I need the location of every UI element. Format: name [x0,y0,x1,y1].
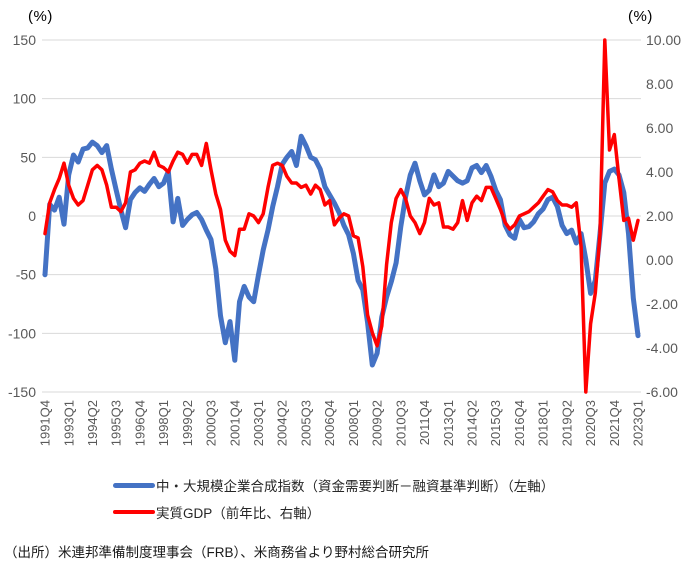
right-axis-tick-labels: 10.00 8.00 6.00 4.00 2.00 0.00 -2.00 -4.00 -6.00 [646,32,681,400]
svg-text:2008Q1: 2008Q1 [346,400,361,446]
svg-text:50: 50 [20,149,36,165]
svg-text:6.00: 6.00 [646,120,673,136]
left-axis-unit-label: (%) [28,8,53,25]
svg-text:2014Q2: 2014Q2 [465,400,480,446]
svg-text:0: 0 [28,208,36,224]
svg-text:8.00: 8.00 [646,76,673,92]
legend-label-composite-index: 中・大規模企業合成指数（資金需要判断－融資基準判断）（左軸） [156,479,555,494]
x-axis-tick-labels: 1991Q4 1993Q1 1994Q2 1995Q3 1996Q4 1998Q1 1999… [38,400,646,446]
svg-text:2.00: 2.00 [646,208,673,224]
svg-text:1998Q1: 1998Q1 [156,400,171,446]
svg-text:2023Q1: 2023Q1 [631,400,646,446]
svg-text:2006Q4: 2006Q4 [322,400,337,446]
svg-text:2018Q1: 2018Q1 [536,400,551,446]
svg-text:1994Q2: 1994Q2 [85,400,100,446]
svg-text:1996Q4: 1996Q4 [132,400,147,446]
legend-item-real-gdp: 実質GDP（前年比、右軸） [113,501,554,523]
svg-text:-100: -100 [8,325,36,341]
legend: 中・大規模企業合成指数（資金需要判断－融資基準判断）（左軸） 実質GDP（前年比… [113,474,554,523]
right-axis-unit-label: (%) [628,8,653,25]
svg-text:2010Q3: 2010Q3 [393,400,408,446]
svg-text:2003Q1: 2003Q1 [251,400,266,446]
legend-item-composite-index: 中・大規模企業合成指数（資金需要判断－融資基準判断）（左軸） [113,474,554,496]
series-line-real-gdp [43,38,640,394]
svg-text:-4.00: -4.00 [646,340,678,356]
svg-text:2015Q3: 2015Q3 [488,400,503,446]
svg-text:100: 100 [13,91,37,107]
legend-label-real-gdp: 実質GDP（前年比、右軸） [156,506,321,521]
y-gridlines [42,39,641,393]
svg-text:0.00: 0.00 [646,252,673,268]
svg-text:1993Q1: 1993Q1 [61,400,76,446]
svg-text:2019Q2: 2019Q2 [559,400,574,446]
svg-text:-6.00: -6.00 [646,384,678,400]
svg-text:10.00: 10.00 [646,32,681,48]
svg-text:2013Q1: 2013Q1 [441,400,456,446]
svg-text:2005Q3: 2005Q3 [298,400,313,446]
svg-text:1991Q4: 1991Q4 [38,400,53,446]
svg-text:2009Q2: 2009Q2 [370,400,385,446]
svg-text:2021Q4: 2021Q4 [607,400,622,446]
svg-text:1999Q2: 1999Q2 [180,400,195,446]
svg-text:4.00: 4.00 [646,164,673,180]
svg-text:1995Q3: 1995Q3 [109,400,124,446]
svg-text:-150: -150 [8,384,36,400]
svg-text:-2.00: -2.00 [646,296,678,312]
svg-text:2004Q2: 2004Q2 [275,400,290,446]
svg-text:2001Q4: 2001Q4 [227,400,242,446]
source-note: （出所）米連邦準備制度理事会（FRB）、米商務省より野村総合研究所 [4,545,429,560]
red-line-swatch [113,510,155,514]
composite-index-gdp-line-chart: 150 100 50 0 -50 -100 -150 10.00 8.00 6.00 4.00 2.0… [8,32,681,446]
svg-text:2016Q4: 2016Q4 [512,400,527,446]
blue-line-swatch [113,482,155,488]
svg-text:-50: -50 [16,267,36,283]
svg-text:2000Q3: 2000Q3 [204,400,219,446]
svg-text:2020Q3: 2020Q3 [583,400,598,446]
left-axis-tick-labels: 150 100 50 0 -50 -100 -150 [8,32,36,400]
svg-text:150: 150 [13,32,37,48]
svg-text:2011Q4: 2011Q4 [417,400,432,445]
series-line-composite-index [42,133,641,368]
